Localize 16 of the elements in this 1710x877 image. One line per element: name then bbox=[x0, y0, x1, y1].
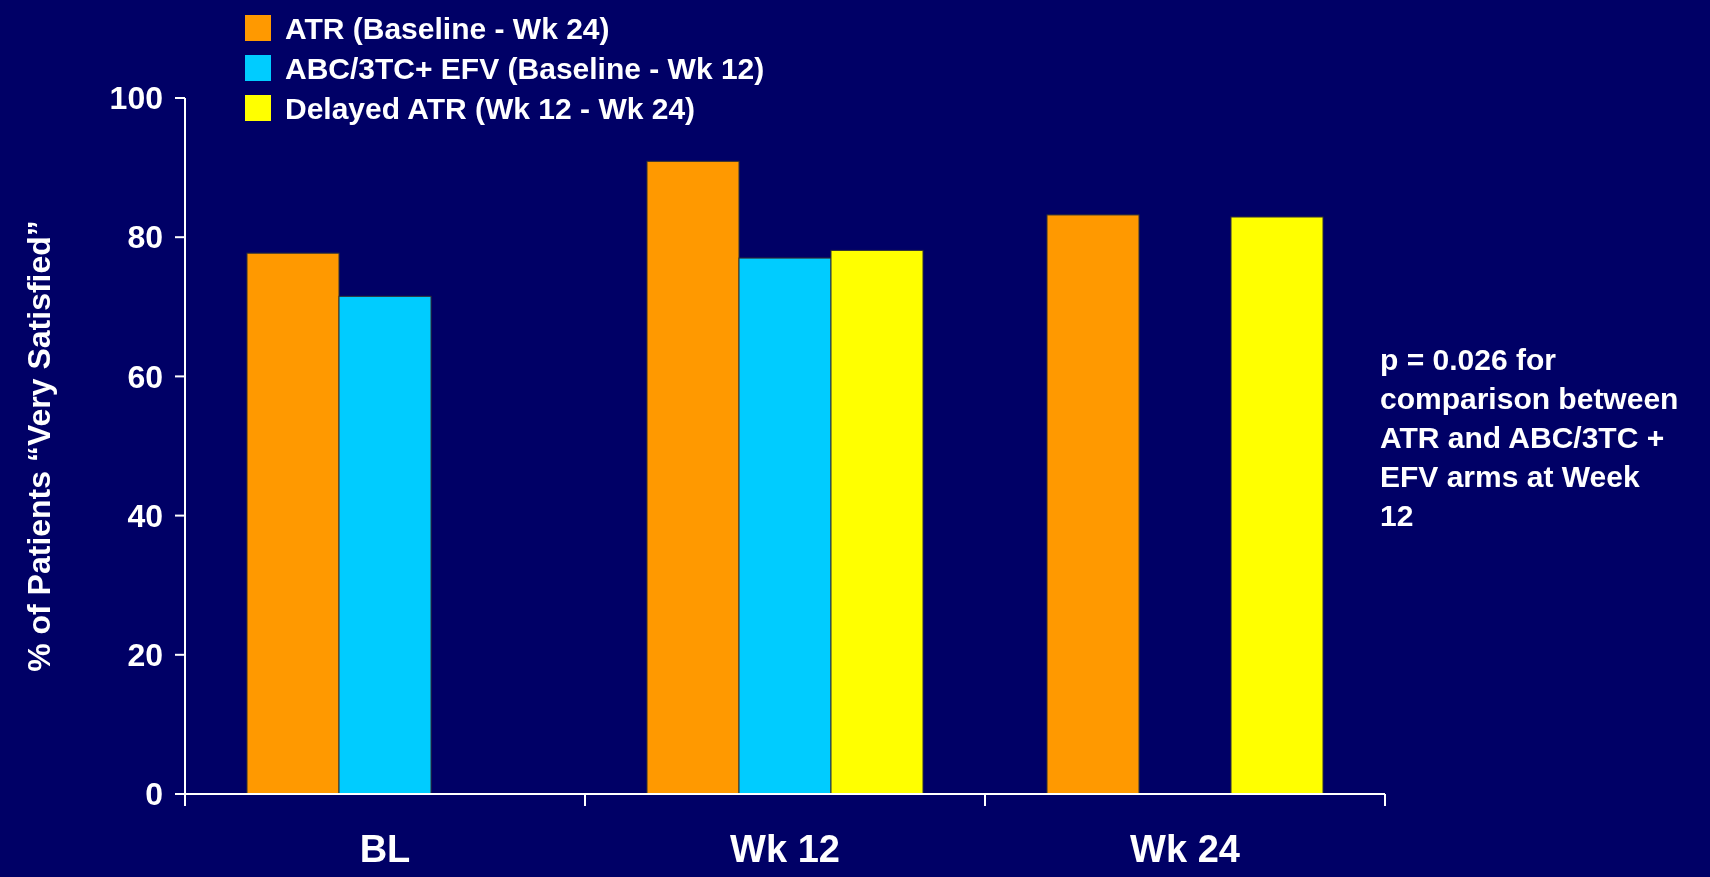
legend-label: ATR (Baseline - Wk 24) bbox=[285, 11, 610, 45]
y-tick-label: 40 bbox=[127, 497, 163, 534]
y-tick-label: 80 bbox=[127, 219, 163, 256]
legend-label: Delayed ATR (Wk 12 - Wk 24) bbox=[285, 91, 696, 125]
annotation: p = 0.026 for comparison between ATR and ABC/3TC + EFV arms at Week 12 bbox=[1380, 343, 1679, 532]
y-tick-label: 60 bbox=[127, 358, 163, 395]
y-tick-label: 0 bbox=[145, 776, 163, 813]
legend-label: ABC/3TC+ EFV (Baseline - Wk 12) bbox=[285, 51, 765, 85]
y-axis-title: % of Patients “Very Satisfied” bbox=[21, 220, 57, 672]
x-tick-label: Wk 12 bbox=[730, 828, 840, 870]
bar bbox=[1230, 216, 1324, 795]
y-tick-label: 20 bbox=[127, 637, 163, 673]
bar bbox=[1046, 214, 1140, 795]
x-tick-label: BL bbox=[359, 828, 411, 870]
y-tick-label: 100 bbox=[109, 80, 163, 117]
x-tick-label: Wk 24 bbox=[1130, 828, 1240, 870]
